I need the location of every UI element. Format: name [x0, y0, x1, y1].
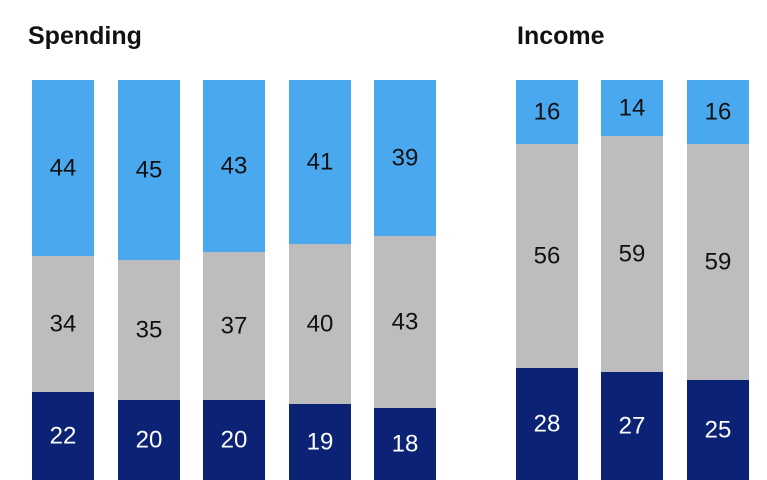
spending-bar-1-middle-label: 34 [50, 311, 77, 338]
spending-bar-5-bottom-segment [374, 408, 436, 480]
income-bar-3-top-segment [687, 80, 749, 144]
spending-bar-3-middle-label: 37 [221, 313, 248, 340]
income-bar-1-top-label: 16 [534, 99, 561, 126]
income-bar-3-bottom-label: 25 [705, 417, 732, 444]
spending-title: Spending [28, 22, 142, 50]
income-bar-2-top-label: 14 [619, 95, 646, 122]
spending-bar-2-top-segment [118, 80, 180, 260]
spending-bar-1-top-segment [32, 80, 94, 256]
spending-bar-4-middle-segment [289, 244, 351, 404]
spending-bar-5-top-segment [374, 80, 436, 236]
income-bar-3-top-label: 16 [705, 99, 732, 126]
spending-bar-3-top-segment [203, 80, 265, 252]
spending-bar-4-middle-label: 40 [307, 311, 334, 338]
spending-bar-1-bottom-segment [32, 392, 94, 480]
spending-bar-3-middle-segment [203, 252, 265, 400]
spending-bar-2-top-label: 45 [136, 157, 163, 184]
income-bar-2-bottom-segment [601, 372, 663, 480]
spending-bar-5-middle-label: 43 [392, 309, 419, 336]
spending-bar-1-middle-segment [32, 256, 94, 392]
spending-bar-5-top-label: 39 [392, 145, 419, 172]
income-bar-1-middle-label: 56 [534, 243, 561, 270]
spending-bar-2-middle-label: 35 [136, 317, 163, 344]
spending-bar-2-bottom-label: 20 [136, 427, 163, 454]
spending-bar-1-bottom-label: 22 [50, 423, 77, 450]
spending-bar-4-top-segment [289, 80, 351, 244]
income-bar-1-bottom-segment [516, 368, 578, 480]
income-bar-3-middle-segment [687, 144, 749, 380]
income-bar-1-top-segment [516, 80, 578, 144]
income-bar-2-bottom-label: 27 [619, 413, 646, 440]
spending-bar-4-top-label: 41 [307, 149, 334, 176]
income-bar-3-bottom-segment [687, 380, 749, 480]
spending-bar-3-top-label: 43 [221, 153, 248, 180]
spending-bar-1-top-label: 44 [50, 155, 77, 182]
income-title: Income [517, 22, 605, 50]
spending-bar-5-middle-segment [374, 236, 436, 408]
spending-bar-4-bottom-segment [289, 404, 351, 480]
spending-bar-3-bottom-label: 20 [221, 427, 248, 454]
income-bar-1-middle-segment [516, 144, 578, 368]
income-bar-1-bottom-label: 28 [534, 411, 561, 438]
spending-bar-3-bottom-segment [203, 400, 265, 480]
spending-bar-5-bottom-label: 18 [392, 431, 419, 458]
income-bar-2-top-segment [601, 80, 663, 136]
spending-bar-2-middle-segment [118, 260, 180, 400]
income-bar-2-middle-label: 59 [619, 241, 646, 268]
spending-bar-2-bottom-segment [118, 400, 180, 480]
income-bar-2-middle-segment [601, 136, 663, 372]
income-bar-3-middle-label: 59 [705, 249, 732, 276]
spending-bar-4-bottom-label: 19 [307, 429, 334, 456]
